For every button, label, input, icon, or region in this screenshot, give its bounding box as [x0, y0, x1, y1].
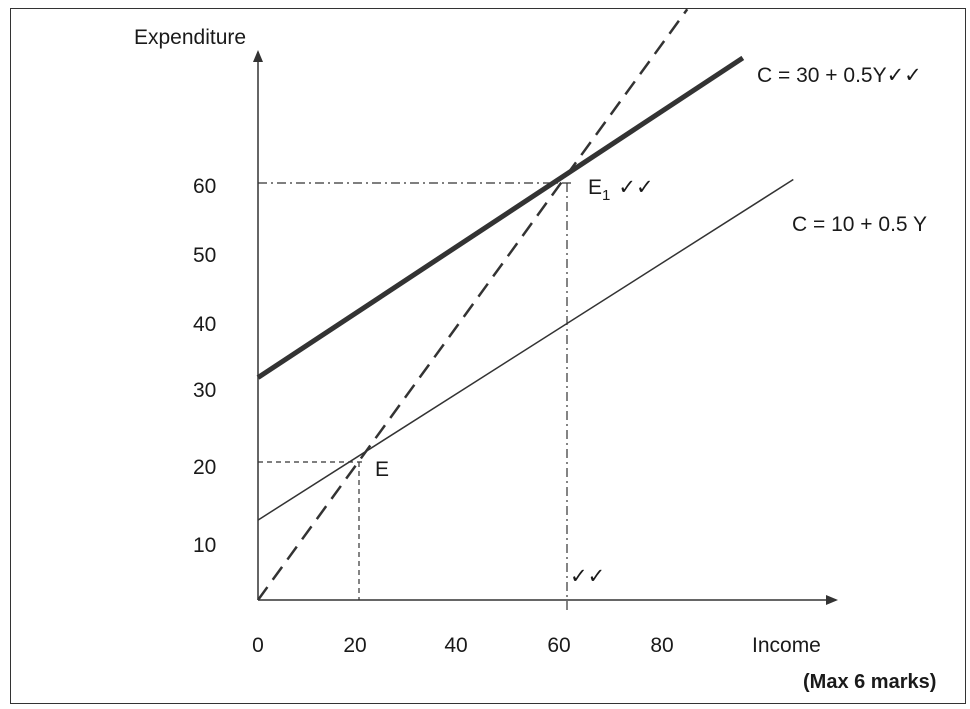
- y-tick-label: 50: [193, 244, 216, 267]
- point-e1-label: E1 ✓✓: [588, 176, 654, 204]
- series-c30-line: [256, 55, 745, 380]
- max-marks-note: (Max 6 marks): [803, 671, 936, 693]
- y-tick-label: 40: [193, 313, 216, 336]
- series-c10-label: C = 10 + 0.5 Y: [792, 213, 927, 236]
- y-tick-label: 10: [193, 534, 216, 557]
- series-c30-label: C = 30 + 0.5Y✓✓: [757, 64, 922, 87]
- x-marks-annotation: ✓✓: [570, 565, 605, 588]
- x-tick-labels: 0 20 40 60 80: [252, 634, 674, 657]
- point-e1-label-marks: ✓✓: [618, 176, 653, 199]
- x-axis-title: Income: [752, 634, 821, 657]
- x-tick-label: 60: [547, 634, 570, 657]
- y-tick-label: 60: [193, 175, 216, 198]
- figure-frame: [10, 8, 966, 704]
- point-e1-label-main: E: [588, 176, 602, 199]
- y-axis-title: Expenditure: [134, 26, 246, 49]
- y-tick-label: 30: [193, 379, 216, 402]
- series-45-degree-line: [256, 8, 689, 601]
- y-tick-label: 20: [193, 456, 216, 479]
- x-tick-label: 0: [252, 634, 264, 657]
- point-e1-label-sub: 1: [602, 187, 610, 204]
- x-tick-label: 40: [444, 634, 467, 657]
- point-e-label: E: [375, 458, 389, 481]
- x-tick-label: 80: [650, 634, 673, 657]
- series-c10-line: [257, 178, 794, 521]
- y-tick-labels: 10 20 30 40 50 60: [193, 175, 216, 557]
- x-tick-label: 20: [343, 634, 366, 657]
